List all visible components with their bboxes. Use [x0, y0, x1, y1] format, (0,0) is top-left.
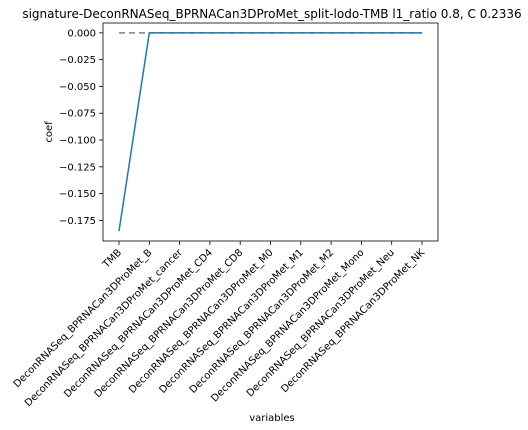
- y-tick-label: −0.025: [59, 55, 96, 66]
- y-tick-label: 0.000: [67, 28, 96, 39]
- plot-area: [102, 22, 439, 242]
- x-tick-label: TMB: [100, 247, 124, 271]
- y-tick-label: −0.175: [59, 216, 96, 227]
- chart-title: signature-DeconRNASeq_BPRNACan3DProMet_s…: [22, 7, 521, 21]
- y-tick-label: −0.075: [59, 109, 96, 120]
- y-tick-label: −0.125: [59, 162, 96, 173]
- plot-frame: [102, 22, 439, 242]
- y-tick-label: −0.050: [59, 82, 96, 93]
- y-tick-label: −0.100: [59, 136, 96, 147]
- x-tick-label: DeconRNASeq_BPRNACan3DProMet_B: [12, 247, 155, 390]
- y-axis-label: coef: [44, 121, 55, 143]
- x-tick-label: DeconRNASeq_BPRNACan3DProMet_NK: [279, 247, 427, 395]
- y-axis: 0.000 −0.025 −0.050 −0.075 −0.100 −0.125 −0.15…: [59, 28, 103, 227]
- series-line: [118, 32, 422, 232]
- x-axis-label: variables: [249, 413, 295, 424]
- y-tick-label: −0.150: [59, 189, 96, 200]
